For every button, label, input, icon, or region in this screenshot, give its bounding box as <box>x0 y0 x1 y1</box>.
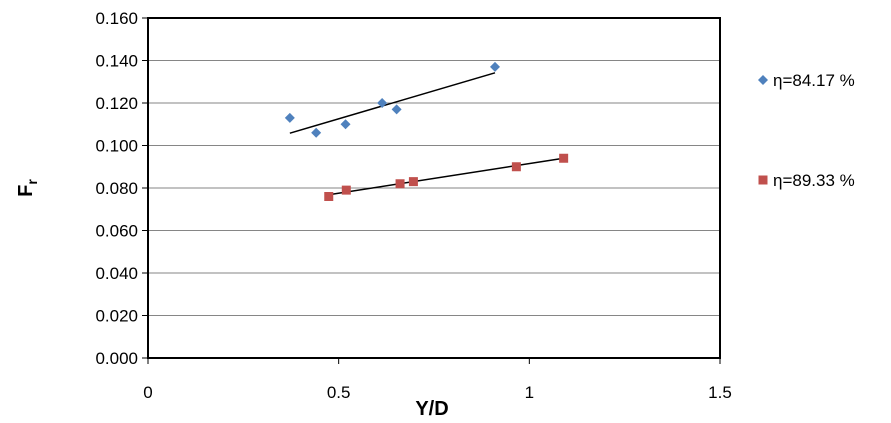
y-tick-label: 0.160 <box>95 9 138 28</box>
trendlines <box>289 72 564 196</box>
x-tick-label: 0 <box>143 383 152 402</box>
y-axis-title-subscript: r <box>24 179 40 185</box>
gridlines <box>148 60 720 316</box>
data-point-series-1 <box>490 61 501 72</box>
legend: η=84.17 % η=89.33 % <box>758 71 855 190</box>
legend-marker-series-1 <box>758 75 768 85</box>
y-tick-label: 0.100 <box>95 137 138 156</box>
legend-label-series-1: η=84.17 % <box>773 71 855 90</box>
data-point-series-2 <box>511 162 521 172</box>
trendline-series-2 <box>328 157 564 196</box>
y-tick-label: 0.080 <box>95 179 138 198</box>
data-point-series-2 <box>559 153 569 163</box>
data-point-series-1 <box>377 98 388 108</box>
y-axis-ticks: 0.000 0.020 0.040 0.060 0.080 0.100 0.120 0.140… <box>95 9 148 368</box>
data-point-series-1 <box>391 104 402 115</box>
data-point-series-2 <box>395 179 405 189</box>
y-tick-label: 0.060 <box>95 222 138 241</box>
y-tick-label: 0.140 <box>95 52 138 71</box>
y-tick-label: 0.120 <box>95 94 138 113</box>
data-point-series-1 <box>311 127 322 138</box>
x-tick-label: 1 <box>525 383 534 402</box>
data-point-series-2 <box>341 185 351 195</box>
y-tick-label: 0.040 <box>95 264 138 283</box>
y-axis-title-main: F <box>15 185 37 197</box>
x-axis-ticks: 0 0.5 1 1.5 <box>143 358 732 402</box>
y-tick-label: 0.020 <box>95 307 138 326</box>
trendline-series-1 <box>289 72 496 134</box>
x-tick-label: 1.5 <box>708 383 732 402</box>
data-point-series-2 <box>324 192 334 201</box>
legend-marker-series-2 <box>758 175 768 185</box>
data-point-series-1 <box>284 112 295 123</box>
y-axis-title: Fr <box>15 179 40 197</box>
x-tick-label: 0.5 <box>327 383 351 402</box>
legend-label-series-2: η=89.33 % <box>773 171 855 190</box>
data-point-series-1 <box>340 119 351 130</box>
x-axis-title: Y/D <box>415 398 448 420</box>
y-tick-label: 0.000 <box>95 349 138 368</box>
data-points <box>284 61 569 201</box>
data-point-series-2 <box>408 177 418 187</box>
